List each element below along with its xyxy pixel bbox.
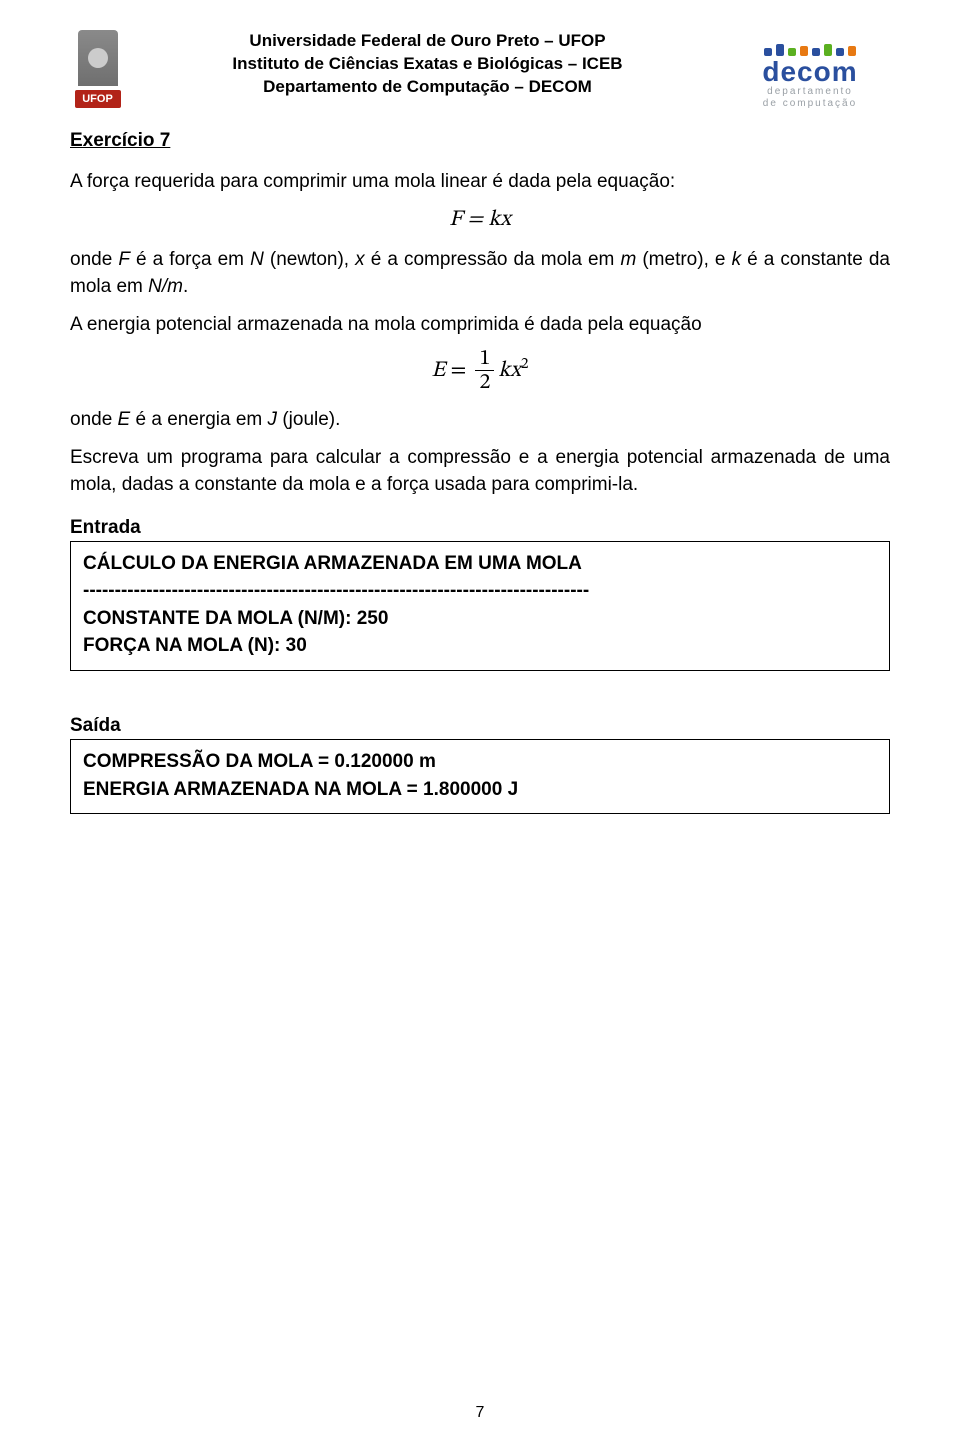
p4-e: (joule). [277, 409, 340, 430]
entrada-line-4: FORÇA NA MOLA (N): 30 [83, 632, 877, 660]
eq2-den: 2 [475, 371, 494, 394]
paragraph-5: Escreva um programa para calcular a comp… [70, 444, 890, 499]
ufop-logo-label: UFOP [75, 90, 121, 108]
p2-a: onde [70, 249, 118, 270]
saida-line-2: ENERGIA ARMAZENADA NA MOLA = 1.800000 J [83, 776, 877, 804]
ufop-crest-icon [78, 30, 118, 86]
saida-line-1: COMPRESSÃO DA MOLA = 0.120000 m [83, 748, 877, 776]
saida-box: COMPRESSÃO DA MOLA = 0.120000 m ENERGIA … [70, 739, 890, 814]
entrada-label: Entrada [70, 517, 890, 539]
entrada-line-3: CONSTANTE DA MOLA (N/M): 250 [83, 605, 877, 633]
p2-m: . [183, 276, 188, 297]
header-line-3: Departamento de Computação – DECOM [135, 76, 720, 99]
eq2-exp: 2 [521, 356, 529, 372]
eq2-E: E [432, 360, 446, 382]
ufop-logo: UFOP [70, 30, 125, 110]
p2-f: x [355, 249, 365, 270]
header-line-1: Universidade Federal de Ouro Preto – UFO… [135, 30, 720, 53]
equation-1-text: F = kx [449, 209, 511, 231]
p2-c: é a força em [130, 249, 250, 270]
paragraph-1: A força requerida para comprimir uma mol… [70, 168, 890, 196]
header-title-block: Universidade Federal de Ouro Preto – UFO… [125, 30, 730, 99]
exercise-title: Exercício 7 [70, 130, 890, 152]
decom-logo-word: decom [762, 58, 857, 86]
p2-j: k [732, 249, 742, 270]
p2-l: N/m [148, 276, 183, 297]
equation-2: E = 12kx2 [70, 348, 890, 394]
eq2-fraction: 12 [475, 348, 494, 394]
p2-d: N [250, 249, 264, 270]
page-header: UFOP Universidade Federal de Ouro Preto … [70, 30, 890, 110]
decom-logo-sub2: de computação [763, 98, 857, 110]
paragraph-2: onde F é a força em N (newton), x é a co… [70, 246, 890, 301]
eq2-tail: kx [498, 360, 520, 382]
p4-b: E [118, 409, 131, 430]
header-line-2: Instituto de Ciências Exatas e Biológica… [135, 53, 720, 76]
p2-b: F [118, 249, 130, 270]
paragraph-4: onde E é a energia em J (joule). [70, 406, 890, 434]
saida-label: Saída [70, 715, 890, 737]
decom-logo: decom departamento de computação [730, 30, 890, 110]
p2-g: é a compressão da mola em [365, 249, 621, 270]
equation-1: F = kx [70, 206, 890, 234]
paragraph-3: A energia potencial armazenada na mola c… [70, 311, 890, 339]
p4-c: é a energia em [130, 409, 267, 430]
p4-d: J [268, 409, 278, 430]
entrada-line-1: CÁLCULO DA ENERGIA ARMAZENADA EM UMA MOL… [83, 550, 877, 578]
decom-dots-icon [764, 30, 856, 56]
entrada-box: CÁLCULO DA ENERGIA ARMAZENADA EM UMA MOL… [70, 541, 890, 671]
p2-h: m [620, 249, 636, 270]
p2-e: (newton), [264, 249, 355, 270]
entrada-line-2: ----------------------------------------… [83, 577, 877, 605]
page-container: UFOP Universidade Federal de Ouro Preto … [0, 0, 960, 814]
page-number: 7 [0, 1404, 960, 1422]
eq2-num: 1 [475, 348, 494, 371]
p2-i: (metro), e [636, 249, 731, 270]
decom-logo-sub1: departamento [767, 86, 853, 98]
p4-a: onde [70, 409, 118, 430]
eq2-eq: = [445, 360, 471, 382]
